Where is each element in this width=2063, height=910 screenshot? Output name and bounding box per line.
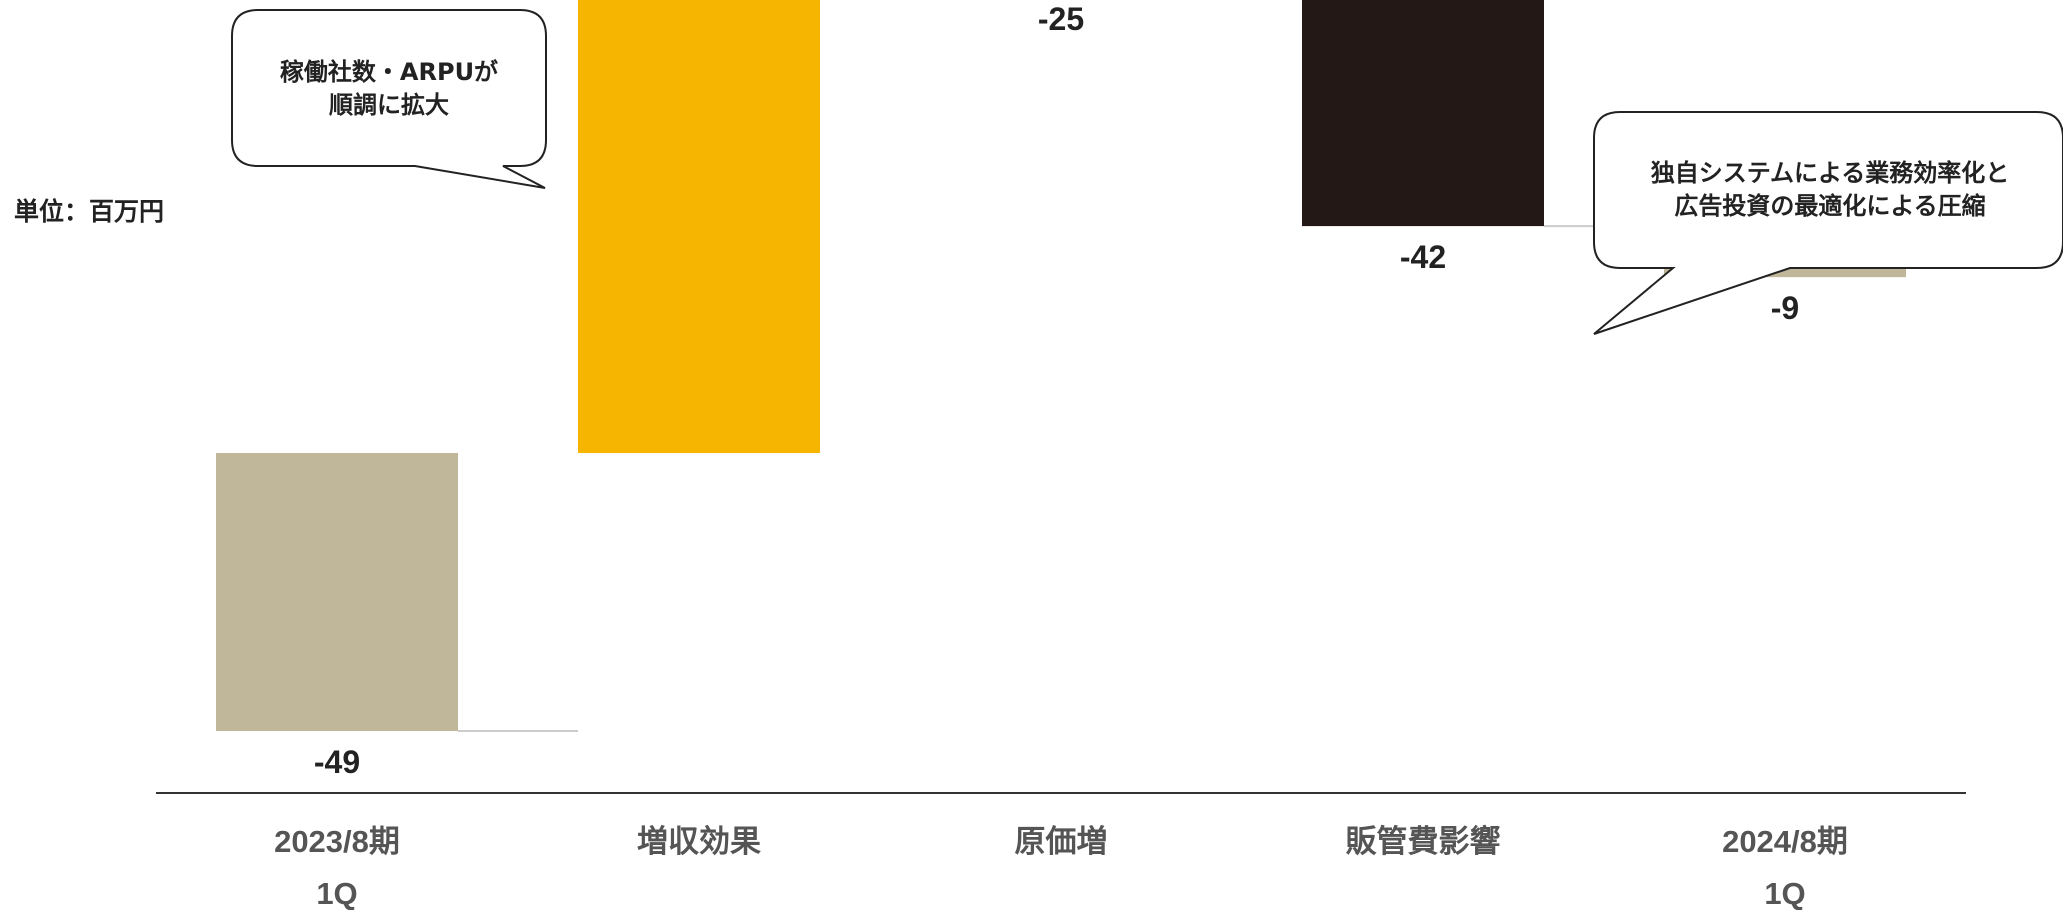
- bar: [578, 0, 820, 454]
- callout-bubble: [231, 9, 547, 189]
- tick-label: 2024/8期: [1722, 824, 1848, 859]
- data-label: -25: [1038, 1, 1084, 37]
- tick-label: 1Q: [1764, 876, 1805, 910]
- callout-revenue: 稼働社数・ARPUが 順調に拡大: [231, 9, 547, 189]
- tick-label: 1Q: [316, 876, 357, 910]
- tick-label: 増収効果: [637, 824, 761, 859]
- unit-label: 単位：百万円: [14, 197, 165, 226]
- data-label: -9: [1771, 290, 1799, 326]
- tick-label: 販管費影響: [1346, 824, 1501, 859]
- callout-cost: 独自システムによる業務効率化と 広告投資の最適化による圧縮: [1593, 111, 2063, 335]
- bar: [216, 453, 458, 731]
- tick-label: 2023/8期: [274, 824, 400, 859]
- data-label: -42: [1400, 239, 1446, 275]
- callout-text-line: 順調に拡大: [329, 91, 449, 119]
- tick-label: 原価増: [1015, 824, 1108, 859]
- bar: [1302, 0, 1544, 227]
- category-label-group: 2023/8期 1Q 増収効果 原価増 販管費影響 2024/8期 1Q: [274, 824, 1848, 910]
- callout-text-line: 稼働社数・ARPUが: [280, 58, 498, 86]
- callout-text-line: 独自システムによる業務効率化と: [1651, 159, 2010, 187]
- callout-text-line: 広告投資の最適化による圧縮: [1674, 192, 1985, 220]
- bar-group: [216, 0, 1906, 731]
- callout-bubble: [1593, 111, 2063, 335]
- value-label-group: -49107-25-42-9: [314, 1, 1799, 780]
- data-label: -49: [314, 744, 360, 780]
